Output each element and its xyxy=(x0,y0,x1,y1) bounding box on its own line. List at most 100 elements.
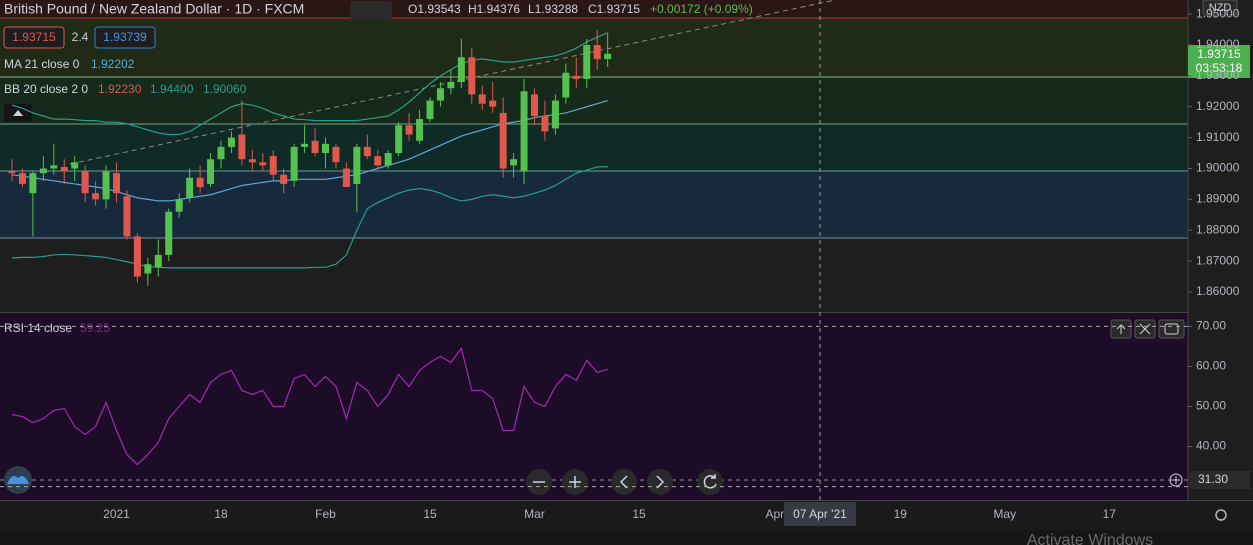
candle-body xyxy=(92,193,100,200)
trend-line xyxy=(69,0,836,165)
candle-body xyxy=(395,125,403,154)
candle-body xyxy=(374,156,382,166)
maximize-button[interactable] xyxy=(1158,319,1185,339)
left-icon xyxy=(619,475,628,489)
x-tick-label: 15 xyxy=(423,507,437,521)
crosshair-value-box xyxy=(1188,471,1250,489)
candle-body xyxy=(269,156,277,175)
reset-chart[interactable] xyxy=(697,469,723,495)
candle-body xyxy=(551,100,559,129)
buy-button[interactable] xyxy=(94,26,156,49)
candle-body xyxy=(165,211,173,255)
candle-body xyxy=(426,100,434,120)
symbol-title: British Pound / New Zealand Dollar · 1D … xyxy=(4,1,304,17)
candle-body xyxy=(363,146,371,157)
candle-body xyxy=(39,168,47,174)
x-tick-label: 18 xyxy=(214,507,228,521)
y-tick-label: 1.91000 xyxy=(1196,130,1240,144)
indicator-line xyxy=(11,166,608,269)
y-tick-label: 1.86000 xyxy=(1196,284,1240,298)
candle-body xyxy=(259,162,267,166)
candle-body xyxy=(332,146,340,163)
y-tick-label: 1.90000 xyxy=(1196,161,1240,175)
y-tick-label: 1.88000 xyxy=(1196,222,1240,236)
candle-body xyxy=(604,53,612,60)
candle-body xyxy=(60,166,68,172)
candle-body xyxy=(81,171,89,194)
icon-buttons[interactable] xyxy=(350,1,392,19)
last-price: 1.93715 xyxy=(1197,47,1241,61)
candle-body xyxy=(29,173,37,194)
candle-body xyxy=(583,44,591,79)
logo-mark xyxy=(7,476,29,484)
bottom-toolbar xyxy=(0,530,1253,545)
y-tick-label: 60.00 xyxy=(1196,359,1226,373)
rsi-panel xyxy=(0,313,1188,500)
candle-body xyxy=(541,116,549,132)
y-tick-label: 1.95000 xyxy=(1196,6,1240,20)
currency: NZD xyxy=(1209,2,1232,14)
crosshair-value: 31.30 xyxy=(1198,472,1228,486)
candle-body xyxy=(8,171,16,174)
rsi-title: RSI 14 close xyxy=(4,321,72,335)
candle-body xyxy=(353,146,361,184)
last-price-box xyxy=(1188,45,1250,78)
settings[interactable] xyxy=(1215,509,1227,521)
collapse-icon xyxy=(13,110,23,116)
crosshair-date: 07 Apr '21 xyxy=(793,507,847,521)
ohlc-change: +0.00172 (+0.09%) xyxy=(650,2,753,16)
scroll-left[interactable] xyxy=(611,469,637,495)
candle-body xyxy=(207,159,215,184)
time-axis xyxy=(0,500,1253,530)
right-icon xyxy=(656,475,665,489)
candle-body xyxy=(499,112,507,169)
candle-body xyxy=(133,236,141,277)
candle-body xyxy=(71,162,79,169)
candle-body xyxy=(227,137,235,147)
candle-body xyxy=(280,174,288,184)
add-icon[interactable] xyxy=(1169,473,1183,487)
close-icon xyxy=(1139,323,1151,335)
rsi-value: 59.25 xyxy=(80,321,110,335)
scroll-right[interactable] xyxy=(647,469,673,495)
candle-body xyxy=(416,119,424,141)
sell-price[interactable]: 1.93715 xyxy=(12,30,56,44)
zoom-in-icon xyxy=(569,476,581,488)
x-tick-label: May xyxy=(993,507,1016,521)
y-tick-label: 70.00 xyxy=(1196,319,1226,333)
y-tick-label: 50.00 xyxy=(1196,399,1226,413)
candle-body xyxy=(405,125,413,135)
candle-body xyxy=(186,177,194,198)
zone xyxy=(0,124,1188,171)
spread: 2.4 xyxy=(72,30,89,44)
ohlc-close: C1.93715 xyxy=(588,2,640,16)
buy-price[interactable]: 1.93739 xyxy=(103,30,147,44)
bb-upper: 1.94400 xyxy=(150,82,194,96)
candle-body xyxy=(248,159,256,163)
candle-body xyxy=(175,199,183,212)
candle-body xyxy=(154,254,162,268)
candle-body xyxy=(510,159,518,166)
candle-body xyxy=(18,173,26,184)
candle-body xyxy=(123,196,131,237)
indicator-line xyxy=(11,32,608,136)
sell-button[interactable] xyxy=(3,26,65,49)
bb-legend: BB 20 close 2 0 xyxy=(4,82,88,96)
crosshair-date-box xyxy=(784,502,856,526)
maximize-icon xyxy=(1164,323,1179,335)
candle-body xyxy=(478,94,486,104)
x-tick-label: 17 xyxy=(1103,507,1117,521)
candle-body xyxy=(102,171,110,200)
candle-body xyxy=(196,177,204,188)
candle-body xyxy=(50,165,58,169)
candle-body xyxy=(217,146,225,160)
y-tick-label: 1.93000 xyxy=(1196,68,1240,82)
candle-body xyxy=(311,140,319,154)
candle-body xyxy=(342,168,350,188)
candle-body xyxy=(531,94,538,117)
y-tick-label: 1.89000 xyxy=(1196,192,1240,206)
candle-body xyxy=(447,82,455,89)
y-tick-label: 1.87000 xyxy=(1196,253,1240,267)
x-tick-label: Apr xyxy=(766,507,785,521)
